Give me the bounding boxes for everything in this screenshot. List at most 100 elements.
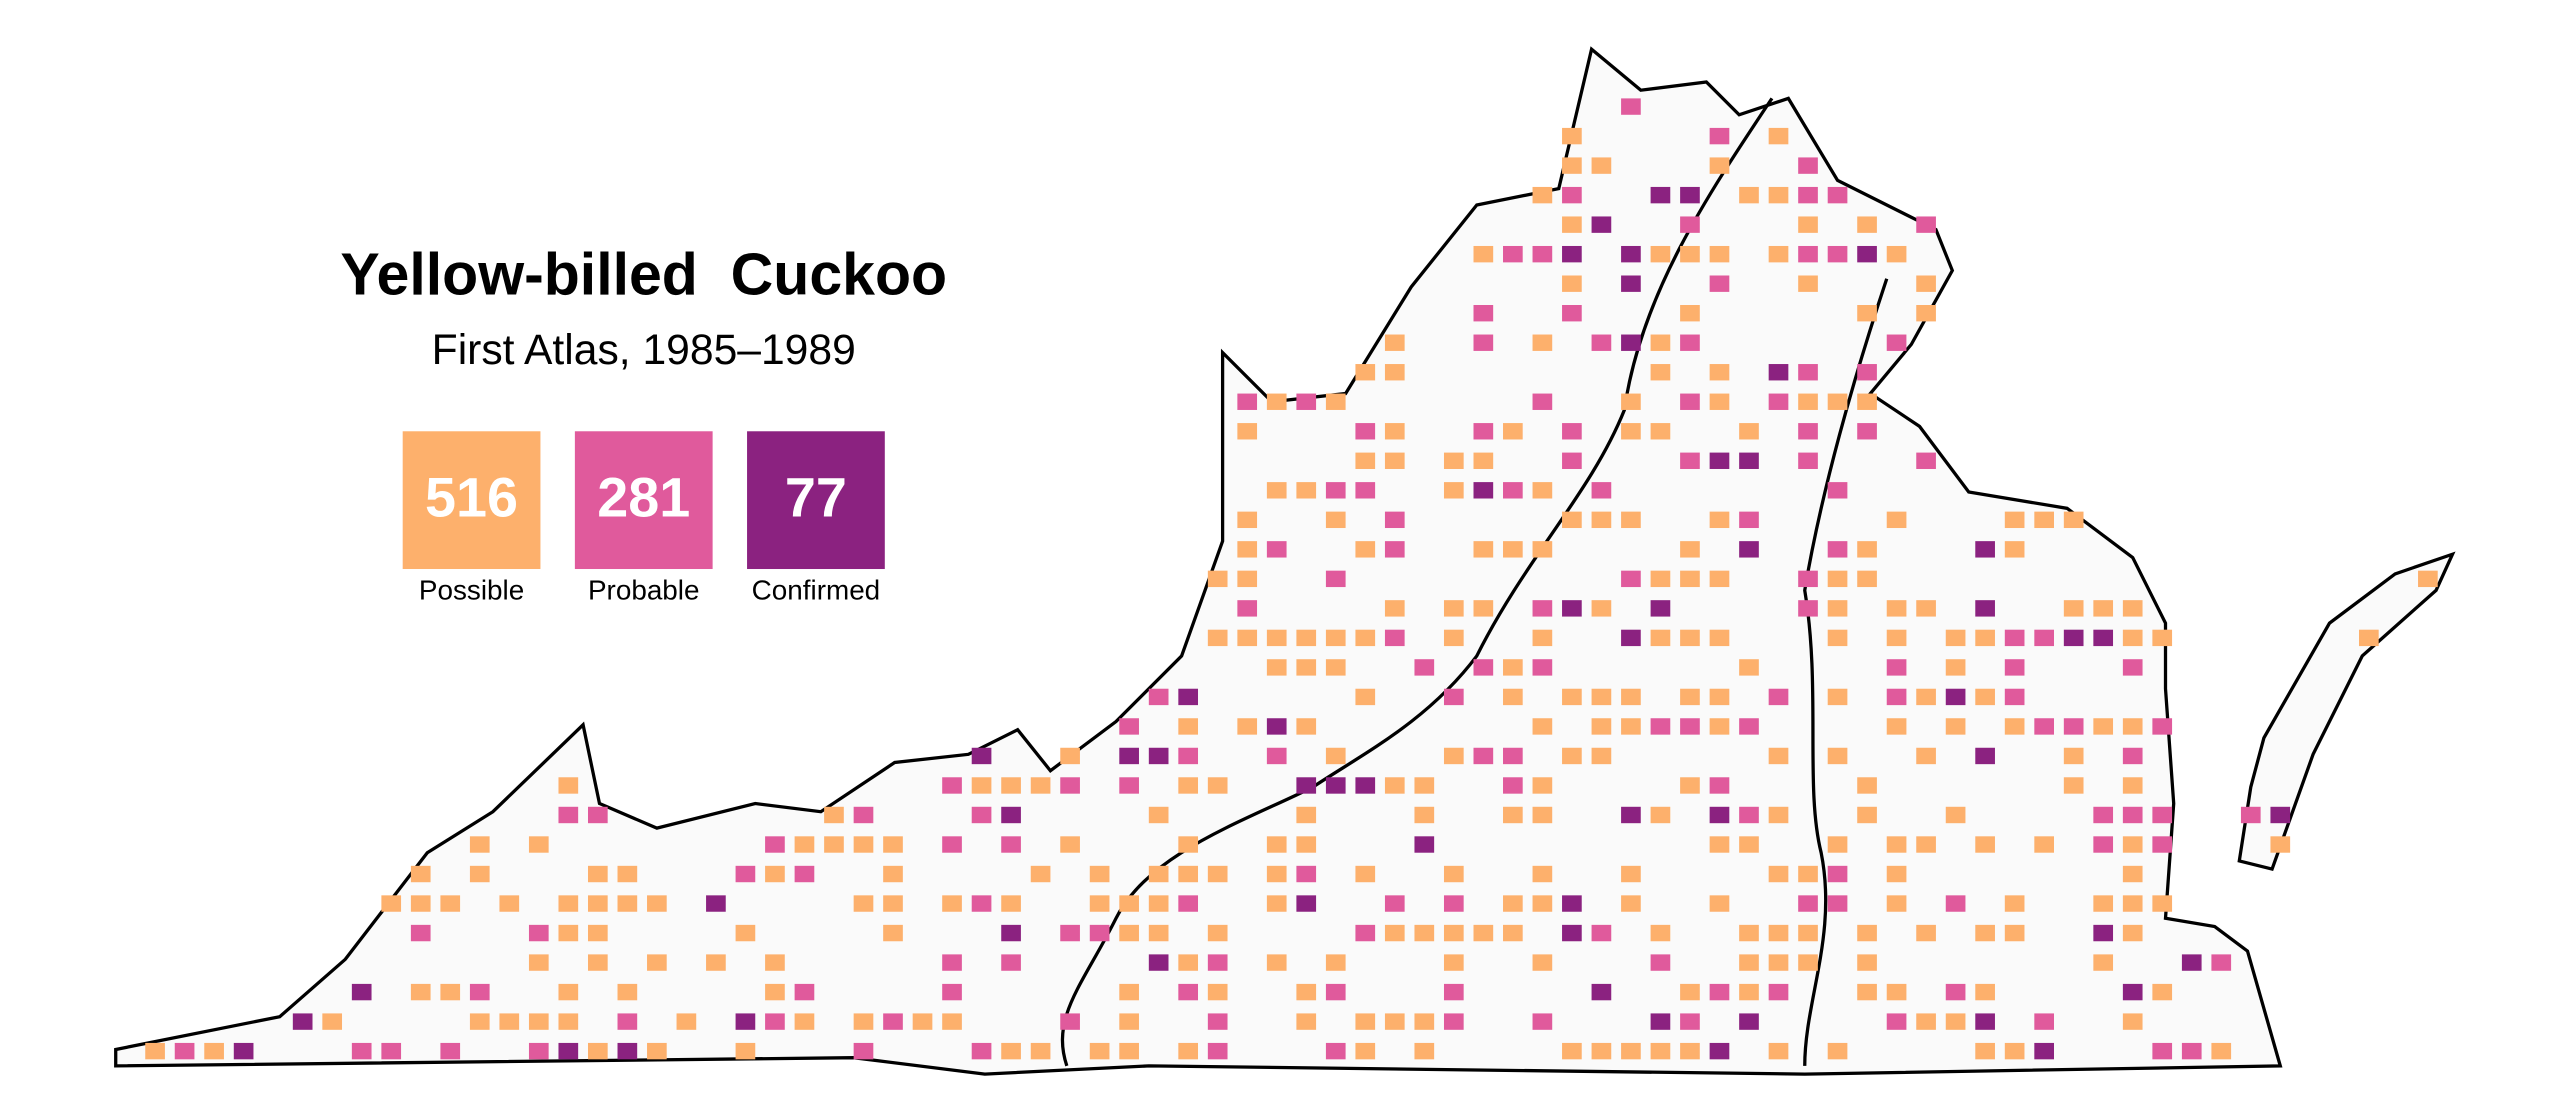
record-square: [853, 895, 874, 912]
record-square: [2034, 836, 2054, 853]
eastern-shore: [2237, 551, 2456, 872]
record-square: [1798, 393, 1818, 410]
record-square: [1798, 452, 1818, 469]
record-square: [1739, 452, 1759, 469]
record-square: [1325, 1042, 1346, 1060]
record-square: [1443, 629, 1464, 647]
record-square: [706, 895, 726, 912]
record-square: [1473, 541, 1494, 558]
record-square: [1650, 334, 1671, 351]
record-square: [1827, 600, 1848, 617]
record-square: [1178, 688, 1199, 706]
record-square: [1857, 570, 1877, 588]
record-square: [971, 806, 992, 824]
legend-label: Confirmed: [752, 574, 881, 605]
record-square: [1680, 1042, 1700, 1060]
record-square: [1916, 452, 1936, 469]
record-square: [1621, 688, 1641, 706]
record-square: [1975, 747, 1995, 765]
record-square: [1945, 629, 1966, 647]
record-square: [617, 865, 638, 883]
record-square: [1148, 747, 1169, 765]
record-square: [587, 1042, 608, 1060]
record-square: [1709, 570, 1730, 588]
record-square: [1296, 865, 1317, 883]
record-square: [1532, 806, 1553, 824]
record-square: [1119, 895, 1139, 912]
record-square: [1207, 954, 1228, 971]
record-square: [1680, 629, 1700, 647]
record-square: [1473, 659, 1494, 676]
record-square: [1768, 865, 1789, 883]
record-square: [1886, 836, 1907, 853]
record-square: [1709, 1042, 1730, 1060]
record-square: [824, 836, 844, 853]
record-square: [1532, 895, 1553, 912]
record-square: [2122, 806, 2143, 824]
record-square: [2152, 629, 2173, 647]
record-square: [1296, 718, 1317, 735]
record-square: [1148, 954, 1169, 971]
record-square: [1768, 747, 1789, 765]
record-square: [1621, 629, 1641, 647]
title: Yellow-billed Cuckoo: [340, 241, 947, 307]
record-square: [558, 806, 579, 824]
legend-swatch: [574, 431, 713, 570]
record-square: [1296, 983, 1317, 1001]
record-square: [2004, 541, 2025, 558]
record-square: [647, 895, 667, 912]
record-square: [292, 1013, 313, 1030]
record-square: [1532, 659, 1553, 676]
record-square: [1680, 983, 1700, 1001]
record-square: [1709, 245, 1730, 263]
record-square: [1414, 836, 1435, 853]
record-square: [2093, 718, 2114, 735]
record-square: [1916, 924, 1936, 942]
record-square: [1001, 895, 1021, 912]
record-square: [587, 954, 608, 971]
record-square: [587, 924, 608, 942]
record-square: [1621, 806, 1641, 824]
record-square: [1591, 600, 1612, 617]
record-square: [1857, 924, 1877, 942]
record-square: [794, 865, 815, 883]
record-square: [1650, 423, 1671, 440]
record-square: [1119, 747, 1139, 765]
record-square: [1945, 983, 1966, 1001]
record-square: [528, 1042, 549, 1060]
record-square: [499, 895, 520, 912]
record-square: [1680, 1013, 1700, 1030]
record-square: [1178, 865, 1199, 883]
record-square: [1591, 983, 1612, 1001]
record-square: [1060, 1013, 1080, 1030]
record-square: [1443, 1013, 1464, 1030]
record-square: [1207, 924, 1228, 942]
record-square: [2122, 924, 2143, 942]
record-square: [1148, 806, 1169, 824]
record-square: [2122, 895, 2143, 912]
record-square: [1532, 865, 1553, 883]
record-square: [1473, 423, 1494, 440]
record-square: [1178, 777, 1199, 794]
record-square: [1089, 1042, 1110, 1060]
record-square: [617, 983, 638, 1001]
record-square: [1886, 600, 1907, 617]
record-square: [1296, 1013, 1317, 1030]
record-square: [1355, 1042, 1376, 1060]
record-square: [1739, 423, 1759, 440]
record-square: [1709, 688, 1730, 706]
record-square: [1384, 777, 1405, 794]
record-square: [410, 895, 431, 912]
record-square: [1178, 747, 1199, 765]
record-square: [1296, 806, 1317, 824]
record-square: [1148, 895, 1169, 912]
record-square: [1857, 954, 1877, 971]
record-square: [2181, 1042, 2202, 1060]
record-square: [1768, 1042, 1789, 1060]
record-square: [1060, 777, 1080, 794]
record-square: [942, 895, 962, 912]
record-square: [2418, 570, 2438, 588]
record-square: [1739, 186, 1759, 204]
record-square: [1384, 364, 1405, 381]
